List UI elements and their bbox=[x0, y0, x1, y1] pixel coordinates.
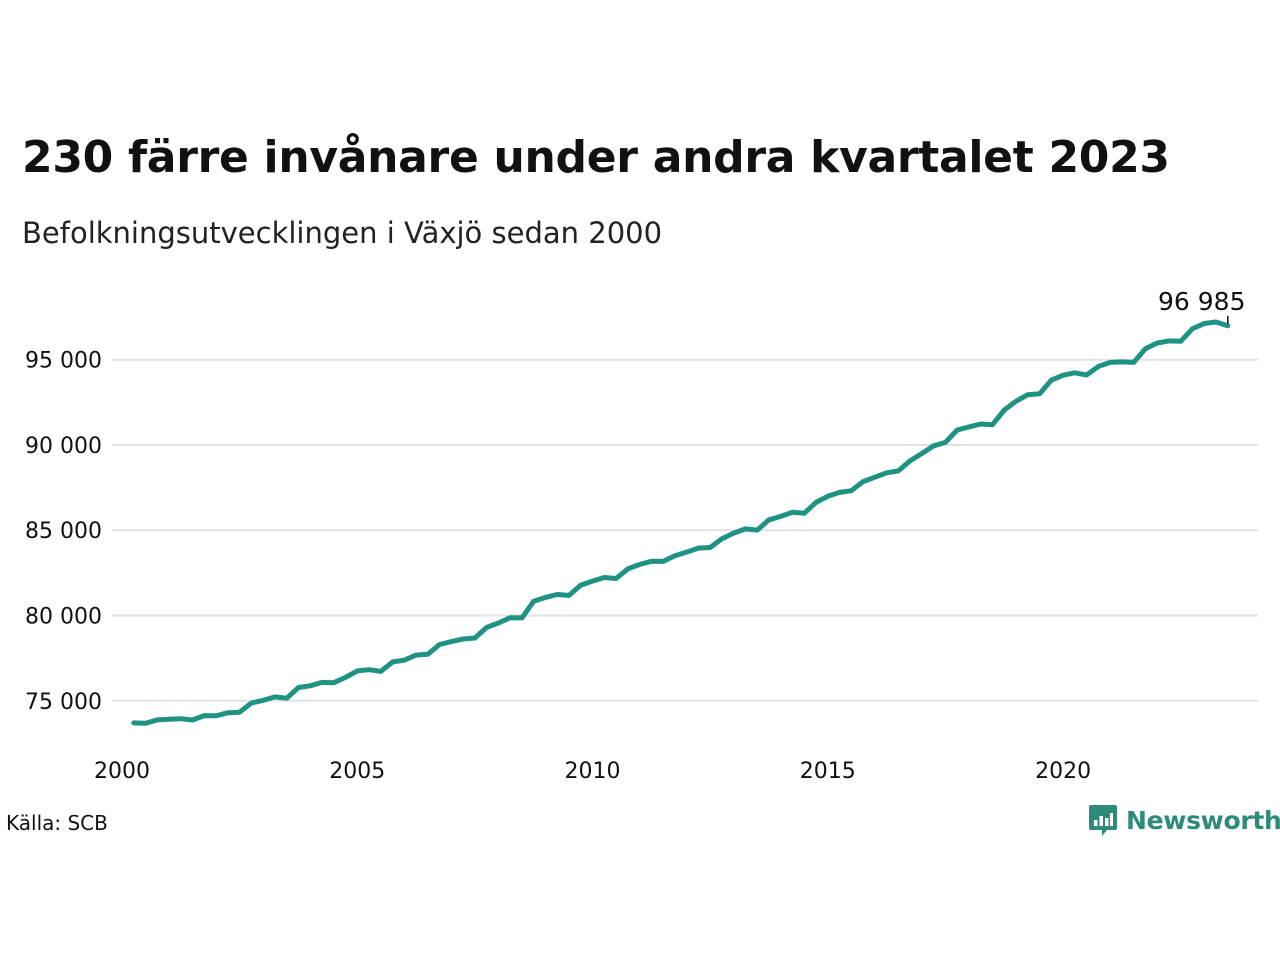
x-tick-label: 2020 bbox=[1035, 759, 1091, 784]
x-tick-label: 2010 bbox=[565, 759, 621, 784]
y-tick-label: 85 000 bbox=[25, 519, 102, 544]
x-tick-label: 2015 bbox=[800, 759, 856, 784]
series-line bbox=[131, 319, 1231, 726]
x-tick-label: 2005 bbox=[329, 759, 385, 784]
gridlines bbox=[112, 358, 1258, 702]
brand-logo: Newsworthy bbox=[1088, 803, 1280, 837]
x-axis-ticks: 2000 2005 2010 2015 2020 bbox=[94, 759, 1091, 784]
newsworthy-logo-icon bbox=[1089, 805, 1117, 836]
y-tick-label: 90 000 bbox=[25, 434, 102, 459]
y-tick-label: 95 000 bbox=[25, 349, 102, 374]
end-value-label: 96 985 bbox=[1158, 287, 1245, 316]
y-axis-ticks: 75 000 80 000 85 000 90 000 95 000 bbox=[25, 349, 102, 715]
chart-title: 230 färre invånare under andra kvartalet… bbox=[22, 132, 1170, 183]
y-tick-label: 80 000 bbox=[25, 605, 102, 630]
brand-name: Newsworthy bbox=[1126, 805, 1280, 835]
source-note: Källa: SCB bbox=[6, 811, 108, 835]
chart-subtitle: Befolkningsutvecklingen i Växjö sedan 20… bbox=[22, 216, 663, 250]
y-tick-label: 75 000 bbox=[25, 690, 102, 715]
x-tick-label: 2000 bbox=[94, 759, 150, 784]
